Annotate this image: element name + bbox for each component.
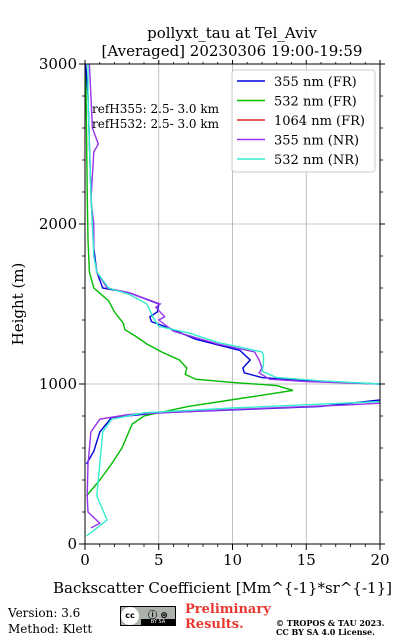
copyright-line-2: CC BY SA 4.0 License. bbox=[276, 627, 375, 637]
y-tick-label: 1000 bbox=[39, 375, 77, 393]
cc-license-badge: cc ⓘ ⊛ BY SA bbox=[120, 606, 176, 626]
legend-box bbox=[231, 69, 376, 173]
x-tick-label: 5 bbox=[154, 551, 164, 569]
chart-title-line-2: [Averaged] 20230306 19:00-19:59 bbox=[102, 42, 363, 60]
legend-label: 1064 nm (FR) bbox=[274, 114, 365, 129]
y-tick-label: 3000 bbox=[39, 55, 77, 73]
cc-by-sa-icon: ⓘ ⊛ bbox=[148, 611, 168, 621]
x-tick-label: 20 bbox=[370, 551, 389, 569]
copyright-line-1: © TROPOS & TAU 2023. bbox=[276, 618, 385, 628]
legend-label: 355 nm (FR) bbox=[274, 75, 357, 90]
copyright-notice: © TROPOS & TAU 2023. CC BY SA 4.0 Licens… bbox=[276, 619, 384, 637]
y-axis-label: Height (m) bbox=[9, 263, 27, 346]
legend: 355 nm (FR) 532 nm (FR) 1064 nm (FR) 355 nm… bbox=[231, 69, 376, 173]
ref-height-annotation: refH355: 2.5- 3.0 km bbox=[92, 102, 220, 116]
legend-label: 532 nm (FR) bbox=[274, 95, 357, 110]
cc-badge-label: BY SA bbox=[141, 619, 175, 625]
series-line bbox=[86, 402, 380, 529]
x-tick-label: 0 bbox=[80, 551, 90, 569]
legend-label: 532 nm (NR) bbox=[274, 153, 359, 168]
series-line bbox=[85, 64, 294, 497]
chart-title-line-1: pollyxt_tau at Tel_Aviv bbox=[147, 24, 317, 42]
x-tick-label: 10 bbox=[223, 551, 242, 569]
ref-height-annotation: refH532: 2.5- 3.0 km bbox=[92, 117, 220, 131]
preliminary-notice: Preliminary Results. bbox=[185, 602, 271, 632]
series-layer bbox=[85, 64, 380, 537]
legend-label: 355 nm (NR) bbox=[274, 134, 359, 149]
version-text: Version: 3.6 bbox=[8, 606, 81, 620]
preliminary-line-2: Results. bbox=[185, 617, 244, 632]
x-tick-label: 15 bbox=[297, 551, 316, 569]
series-line-upper bbox=[88, 64, 380, 385]
tick-layer: 0 5 10 15 20 0 1000 2000 3000 bbox=[39, 55, 390, 569]
y-tick-label: 0 bbox=[67, 535, 77, 553]
series-line-upper bbox=[87, 64, 380, 385]
x-axis-label: Backscatter Coefficient [Mm^{-1}*sr^{-1}… bbox=[53, 579, 392, 597]
series-line bbox=[86, 400, 380, 537]
y-tick-label: 2000 bbox=[39, 215, 77, 233]
method-text: Method: Klett bbox=[8, 622, 93, 636]
cc-logo-icon: cc bbox=[121, 607, 139, 625]
preliminary-line-1: Preliminary bbox=[185, 602, 271, 617]
